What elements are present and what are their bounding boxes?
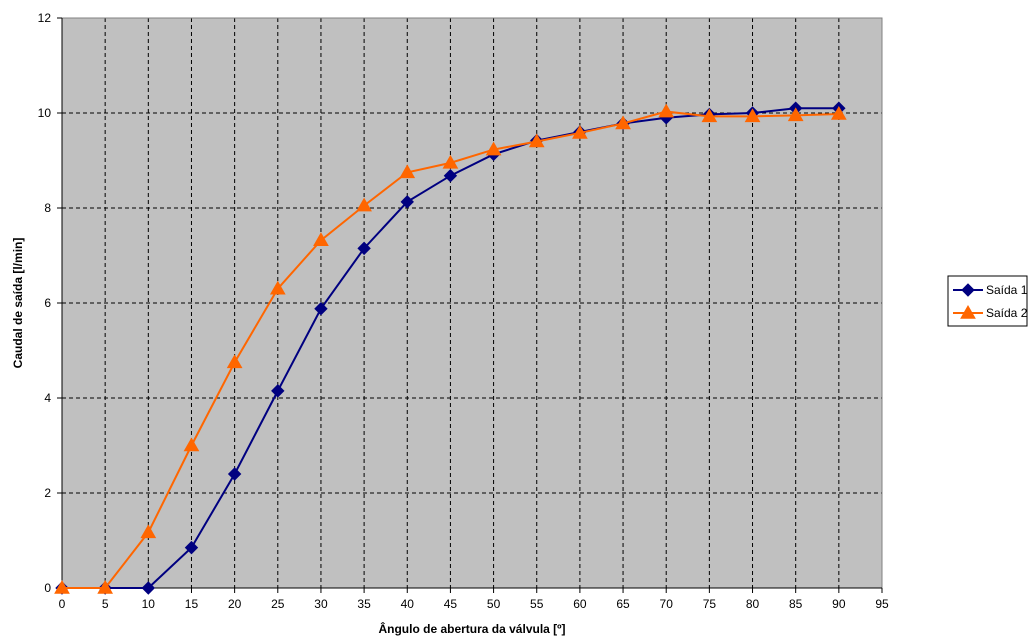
x-tick-label: 70 <box>660 597 674 611</box>
y-tick-label: 0 <box>44 581 51 595</box>
y-axis-title: Caudal de saída [l/min] <box>11 238 25 369</box>
x-tick-label: 20 <box>228 597 242 611</box>
x-tick-label: 50 <box>487 597 501 611</box>
x-tick-label: 75 <box>703 597 717 611</box>
data-point <box>830 105 847 120</box>
data-point <box>141 581 156 595</box>
legend-label: Saída 2 <box>986 306 1028 320</box>
x-tick-label: 85 <box>789 597 803 611</box>
x-tick-label: 25 <box>271 597 285 611</box>
x-tick-label: 5 <box>102 597 109 611</box>
data-point <box>227 467 242 481</box>
y-tick-label: 4 <box>44 391 51 405</box>
data-point <box>226 354 243 369</box>
x-tick-label: 45 <box>444 597 458 611</box>
y-axis: 0 2 4 6 8 10 12 <box>38 11 63 595</box>
y-tick-label: 8 <box>44 201 51 215</box>
data-point <box>701 108 718 123</box>
series-layer <box>54 101 847 595</box>
data-point <box>485 141 502 156</box>
x-tick-label: 10 <box>142 597 156 611</box>
data-point <box>357 241 371 256</box>
y-tick-label: 10 <box>38 106 52 120</box>
x-axis-title: Ângulo de abertura da válvula [º] <box>378 621 565 636</box>
data-point <box>443 168 458 183</box>
data-point <box>572 124 588 139</box>
data-point <box>356 197 372 212</box>
x-tick-label: 0 <box>59 597 66 611</box>
x-tick-label: 30 <box>314 597 328 611</box>
legend-item: Saída 2 <box>953 304 1028 320</box>
data-point <box>528 133 545 148</box>
data-point <box>658 103 675 118</box>
data-point <box>615 115 631 130</box>
legend: Saída 1 Saída 2 <box>947 275 1028 327</box>
data-point <box>140 524 157 539</box>
data-point <box>399 164 416 179</box>
data-point <box>442 154 459 169</box>
data-point <box>744 108 761 123</box>
data-point <box>314 301 328 316</box>
x-axis: 0 5 10 15 20 25 30 35 40 45 50 55 60 65 70 75 80 85 90 95 <box>59 587 889 611</box>
x-tick-label: 90 <box>832 597 846 611</box>
x-tick-label: 80 <box>746 597 760 611</box>
legend-label: Saída 1 <box>986 283 1028 297</box>
x-tick-label: 65 <box>616 597 630 611</box>
data-point <box>787 107 804 122</box>
legend-marker <box>960 304 976 319</box>
y-tick-label: 12 <box>38 11 52 25</box>
series-2 <box>54 103 847 594</box>
data-point <box>184 540 199 555</box>
data-point <box>313 232 329 247</box>
x-tick-label: 15 <box>185 597 199 611</box>
data-point <box>97 579 114 594</box>
x-tick-label: 95 <box>875 597 889 611</box>
x-tick-label: 35 <box>357 597 371 611</box>
y-tick-label: 2 <box>44 486 51 500</box>
data-point <box>269 280 286 295</box>
legend-item: Saída 1 <box>953 283 1028 297</box>
x-tick-label: 40 <box>401 597 415 611</box>
x-tick-label: 55 <box>530 597 544 611</box>
data-point <box>400 195 414 209</box>
legend-marker <box>961 283 975 297</box>
data-point <box>54 579 70 594</box>
data-point <box>271 384 285 398</box>
x-tick-label: 60 <box>573 597 587 611</box>
y-tick-label: 6 <box>44 296 51 310</box>
data-point <box>183 437 200 452</box>
